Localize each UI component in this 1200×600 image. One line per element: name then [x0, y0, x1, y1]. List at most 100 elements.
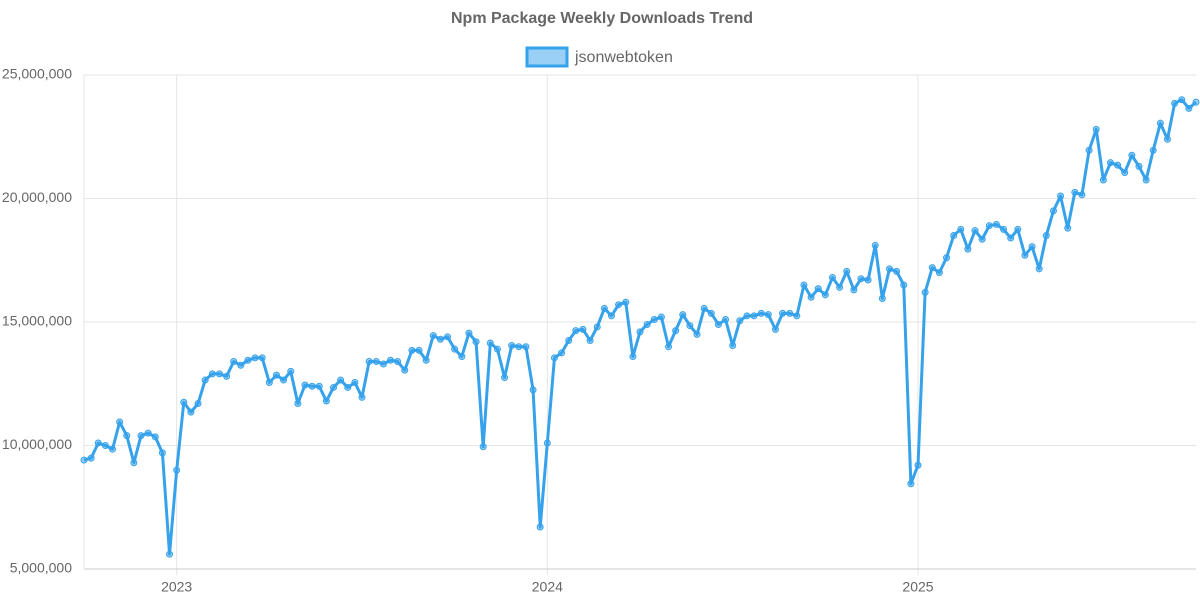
data-point	[215, 370, 223, 378]
data-point	[187, 408, 195, 416]
data-point	[429, 332, 437, 340]
data-point	[401, 366, 409, 374]
data-point	[807, 293, 815, 301]
data-point	[757, 309, 765, 317]
data-point	[458, 353, 466, 361]
data-point	[1121, 169, 1129, 177]
data-point	[1064, 224, 1072, 232]
data-point	[843, 267, 851, 275]
data-point	[650, 316, 658, 324]
x-tick-label: 2023	[161, 579, 192, 595]
data-point	[928, 264, 936, 272]
data-point	[864, 276, 872, 284]
data-point	[408, 346, 416, 354]
data-point	[529, 386, 537, 394]
data-point	[850, 286, 858, 294]
data-point	[166, 550, 174, 558]
data-point	[379, 360, 387, 368]
data-point	[144, 429, 152, 437]
data-point	[436, 335, 444, 343]
data-point	[394, 358, 402, 366]
data-point	[415, 346, 423, 354]
data-point	[472, 338, 480, 346]
data-point	[1192, 98, 1200, 106]
data-point	[600, 304, 608, 312]
data-point	[1078, 191, 1086, 199]
data-point	[957, 225, 965, 233]
data-point	[258, 354, 266, 362]
data-point	[836, 283, 844, 291]
data-point	[950, 232, 958, 240]
data-point	[1142, 176, 1150, 184]
data-point	[515, 343, 523, 351]
data-point	[1035, 265, 1043, 273]
data-point	[686, 322, 694, 330]
data-point	[130, 459, 138, 467]
data-point	[479, 443, 487, 451]
data-point	[337, 376, 345, 384]
data-point	[536, 523, 544, 531]
y-tick-label: 15,000,000	[2, 313, 72, 329]
data-point	[593, 323, 601, 331]
data-point	[878, 295, 886, 303]
data-point	[1099, 176, 1107, 184]
data-point	[137, 432, 145, 440]
data-point	[180, 398, 188, 406]
data-point	[158, 449, 166, 457]
data-point	[123, 432, 131, 440]
data-point	[893, 267, 901, 275]
data-point	[722, 316, 730, 324]
data-point	[387, 356, 395, 364]
data-point	[565, 337, 573, 345]
data-point	[351, 379, 359, 387]
x-tick-label: 2024	[532, 579, 563, 595]
data-point	[935, 269, 943, 277]
data-point	[329, 383, 337, 391]
data-point	[643, 320, 651, 328]
data-point	[550, 354, 558, 362]
data-point	[1128, 151, 1136, 159]
data-point	[237, 361, 245, 369]
data-point	[1014, 225, 1022, 233]
data-point	[1057, 192, 1065, 200]
data-point	[857, 275, 865, 283]
data-point	[821, 291, 829, 299]
data-point	[109, 445, 117, 453]
data-point	[771, 325, 779, 333]
y-tick-label: 5,000,000	[10, 560, 72, 576]
data-point	[992, 220, 1000, 228]
data-point	[1021, 251, 1029, 259]
data-point	[1163, 135, 1171, 143]
data-point	[679, 311, 687, 319]
data-point	[921, 288, 929, 296]
data-point	[779, 309, 787, 317]
data-point	[1028, 243, 1036, 251]
data-point	[208, 370, 216, 378]
data-point	[1106, 159, 1114, 167]
data-point	[764, 311, 772, 319]
data-point	[486, 339, 494, 347]
data-point	[672, 327, 680, 335]
y-tick-label: 25,000,000	[2, 66, 72, 82]
data-point	[194, 400, 202, 408]
series-line	[83, 98, 1197, 556]
data-point	[1114, 161, 1122, 169]
data-point	[607, 312, 615, 320]
data-point	[280, 376, 288, 384]
data-point	[315, 382, 323, 390]
data-point	[693, 330, 701, 338]
data-point	[451, 345, 459, 353]
data-point	[572, 327, 580, 335]
data-point	[1042, 232, 1050, 240]
data-point	[786, 309, 794, 317]
data-point	[244, 356, 252, 364]
data-point	[522, 343, 530, 351]
y-tick-label: 10,000,000	[2, 436, 72, 452]
data-point	[80, 456, 88, 464]
data-point	[871, 241, 879, 249]
data-point	[201, 376, 209, 384]
data-point	[736, 317, 744, 325]
data-point	[372, 358, 380, 366]
